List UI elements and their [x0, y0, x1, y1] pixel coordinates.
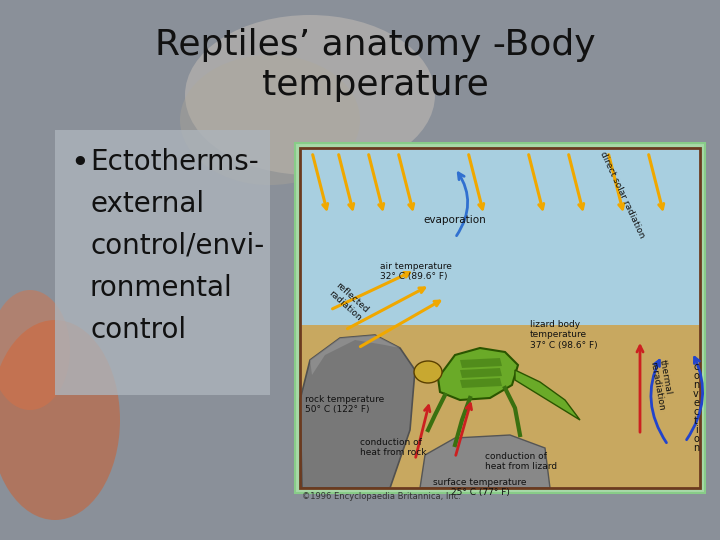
Ellipse shape — [185, 15, 435, 175]
Polygon shape — [460, 358, 502, 368]
Text: i: i — [695, 425, 698, 435]
Ellipse shape — [0, 320, 120, 520]
Text: Ectotherms-: Ectotherms- — [90, 148, 258, 176]
Text: v: v — [693, 389, 699, 399]
Text: lizard body
temperature
37° C (98.6° F): lizard body temperature 37° C (98.6° F) — [530, 320, 598, 350]
Text: e: e — [693, 398, 699, 408]
Polygon shape — [420, 435, 550, 488]
Ellipse shape — [180, 55, 360, 185]
Text: t: t — [694, 416, 698, 426]
Text: thermal
reradiation: thermal reradiation — [648, 359, 676, 411]
Text: reflected
radiation: reflected radiation — [326, 281, 369, 323]
Text: conduction of
heat from lizard: conduction of heat from lizard — [485, 452, 557, 471]
Text: temperature: temperature — [261, 68, 488, 102]
Ellipse shape — [414, 361, 442, 383]
Polygon shape — [438, 348, 518, 400]
Text: ronmental: ronmental — [90, 274, 233, 302]
FancyBboxPatch shape — [300, 325, 700, 488]
Text: evaporation: evaporation — [423, 215, 487, 225]
Text: ©1996 Encyclopaedia Britannica, Inc.: ©1996 Encyclopaedia Britannica, Inc. — [302, 492, 461, 501]
Text: control: control — [90, 316, 186, 344]
Text: o: o — [693, 371, 699, 381]
Text: conduction of
heat from rock: conduction of heat from rock — [360, 438, 426, 457]
Text: •: • — [70, 148, 89, 179]
Text: o: o — [693, 434, 699, 444]
FancyBboxPatch shape — [295, 143, 705, 493]
Text: air temperature
32° C (89.6° F): air temperature 32° C (89.6° F) — [380, 262, 452, 281]
Text: external: external — [90, 190, 204, 218]
Polygon shape — [515, 370, 580, 420]
Text: control/envi-: control/envi- — [90, 232, 264, 260]
Text: rock temperature
50° C (122° F): rock temperature 50° C (122° F) — [305, 395, 384, 414]
Text: direct solar radiation: direct solar radiation — [598, 150, 646, 240]
Polygon shape — [460, 368, 502, 378]
Text: n: n — [693, 380, 699, 390]
Text: c: c — [693, 407, 698, 417]
Text: n: n — [693, 443, 699, 453]
FancyBboxPatch shape — [55, 130, 270, 395]
Text: surface temperature
25° C (77° F): surface temperature 25° C (77° F) — [433, 478, 527, 497]
Text: Reptiles’ anatomy -Body: Reptiles’ anatomy -Body — [155, 28, 595, 62]
FancyBboxPatch shape — [300, 148, 700, 325]
Ellipse shape — [0, 290, 70, 410]
Polygon shape — [460, 378, 502, 388]
Text: c: c — [693, 362, 698, 372]
Polygon shape — [310, 335, 400, 375]
Polygon shape — [300, 335, 415, 488]
